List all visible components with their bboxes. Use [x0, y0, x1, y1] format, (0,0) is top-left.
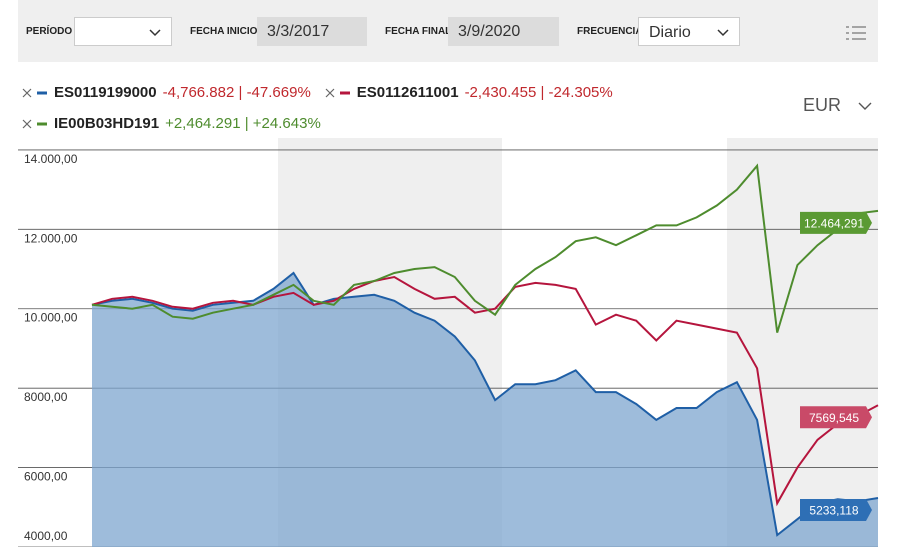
legend-change: +2,464.291 | +24.643% — [165, 115, 321, 132]
y-tick-label: 8000,00 — [24, 390, 68, 404]
period-select[interactable] — [74, 17, 172, 46]
y-tick-label: 10.000,00 — [24, 311, 78, 325]
toolbar: PERÍODO FECHA INICIO 3/3/2017 FECHA FINA… — [18, 0, 878, 62]
legend-remove[interactable] — [22, 87, 48, 99]
end-label: 12.464,291 — [804, 216, 864, 230]
menu-icon[interactable] — [846, 25, 866, 41]
y-tick-label: 14.000,00 — [24, 152, 78, 166]
line — [91, 163, 879, 333]
legend-item: ES0112611001 -2,430.455 | -24.305% — [325, 82, 613, 103]
chevron — [858, 102, 872, 110]
end-label-box — [800, 211, 872, 234]
end-label-box — [800, 406, 872, 429]
end-input[interactable]: 3/9/2020 — [448, 17, 559, 46]
legend-code: ES0119199000 — [54, 84, 157, 101]
start-input[interactable]: 3/3/2017 — [257, 17, 367, 46]
legend-change: -4,766.882 | -47.669% — [162, 84, 311, 101]
legend-item: ES0119199000 -4,766.882 | -47.669% — [22, 82, 311, 103]
freq-value: Diario — [649, 24, 691, 41]
line — [91, 271, 879, 537]
end-label: 7569,545 — [809, 411, 859, 425]
freq-select[interactable]: Diario — [638, 17, 740, 46]
chevron — [149, 29, 161, 37]
currency: EUR — [803, 95, 842, 115]
legend-remove[interactable] — [22, 118, 48, 130]
legend-code: IE00B03HD191 — [54, 115, 160, 132]
legend: ES0119199000 -4,766.882 | -47.669% ES01126… — [22, 82, 782, 134]
chart: 14.000,00 12.000,00 10.000,00 8000,00 6000,0… — [18, 138, 879, 547]
end-label: FECHA FINAL — [385, 26, 452, 37]
y-tick-label: 12.000,00 — [24, 231, 78, 245]
currency-select[interactable]: EUR — [803, 95, 872, 116]
legend-change: -2,430.455 | -24.305% — [464, 84, 613, 101]
start-label: FECHA INICIO — [190, 26, 258, 37]
legend-remove[interactable] — [325, 87, 351, 99]
y-tick-label: 4000,00 — [24, 529, 68, 543]
legend-item: IE00B03HD191 +2,464.291 | +24.643% — [22, 113, 321, 134]
freq-label: FRECUENCIA — [577, 26, 643, 37]
legend-code: ES0112611001 — [356, 84, 459, 101]
chevron — [717, 29, 729, 37]
line — [91, 275, 879, 507]
end-label-box — [800, 499, 872, 522]
area — [92, 273, 878, 547]
period-label: PERÍODO — [26, 26, 73, 37]
end-label: 5233,118 — [809, 504, 858, 518]
y-tick-label: 6000,00 — [24, 470, 68, 484]
